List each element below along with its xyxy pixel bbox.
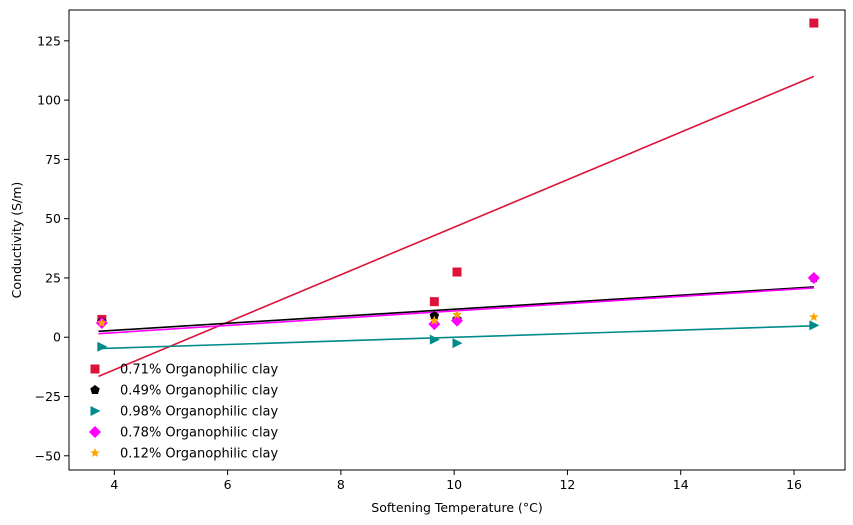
y-tick-label: 125 — [37, 33, 61, 48]
legend-marker — [90, 448, 100, 458]
fit-line — [98, 287, 814, 335]
legend-marker — [90, 364, 100, 374]
y-tick-label: 25 — [45, 270, 61, 285]
fit-line — [98, 75, 815, 378]
legend-label: 0.49% Organophilic clay — [120, 384, 279, 399]
x-tick-label: 10 — [446, 477, 462, 492]
data-point — [97, 341, 108, 352]
fit-line — [98, 325, 814, 350]
legend-item: 0.98% Organophilic clay — [90, 405, 279, 420]
data-point — [428, 318, 441, 331]
legend-label: 0.12% Organophilic clay — [120, 447, 279, 462]
legend-label: 0.78% Organophilic clay — [120, 426, 279, 441]
y-tick-label: 75 — [45, 152, 61, 167]
legend-marker — [90, 406, 101, 416]
data-markers — [95, 18, 820, 352]
data-point — [452, 267, 462, 277]
legend: 0.71% Organophilic clay 0.49% Organophili… — [89, 363, 279, 462]
data-point — [809, 312, 819, 322]
data-point — [97, 317, 107, 328]
data-point — [451, 314, 463, 327]
data-point — [452, 309, 462, 319]
y-tick-label: −50 — [35, 448, 61, 463]
legend-label: 0.98% Organophilic clay — [120, 405, 279, 420]
y-tick-label: 100 — [37, 93, 61, 108]
data-point — [429, 310, 440, 320]
x-tick-label: 16 — [786, 477, 802, 492]
x-tick-label: 4 — [110, 477, 118, 492]
data-point — [429, 297, 439, 307]
data-point — [807, 271, 820, 284]
legend-marker — [89, 426, 101, 438]
y-axis: −50 −25 0 25 50 75 100 125 — [35, 33, 69, 463]
x-tick-label: 8 — [337, 477, 345, 492]
data-point — [452, 338, 463, 349]
y-tick-label: 0 — [53, 330, 61, 345]
legend-item: 0.78% Organophilic clay — [89, 426, 279, 441]
x-axis-label: Softening Temperature (°C) — [371, 500, 542, 515]
data-point — [809, 320, 820, 331]
legend-label: 0.71% Organophilic clay — [120, 363, 279, 378]
data-point — [429, 315, 440, 325]
legend-item: 0.49% Organophilic clay — [90, 384, 279, 399]
x-axis: 4 6 8 10 12 14 16 — [110, 470, 802, 492]
y-tick-label: 50 — [45, 211, 61, 226]
fit-line — [98, 286, 814, 333]
legend-marker — [90, 385, 100, 395]
legend-item: 0.12% Organophilic clay — [90, 447, 279, 462]
data-point — [429, 334, 440, 345]
y-axis-label: Conductivity (S/m) — [9, 182, 24, 299]
y-tick-label: −25 — [35, 389, 61, 404]
legend-item: 0.71% Organophilic clay — [90, 363, 279, 378]
plot-frame — [68, 9, 846, 471]
x-tick-label: 6 — [224, 477, 232, 492]
fit-lines — [98, 75, 815, 378]
x-tick-label: 12 — [559, 477, 575, 492]
data-point — [809, 18, 819, 28]
x-tick-label: 14 — [673, 477, 689, 492]
